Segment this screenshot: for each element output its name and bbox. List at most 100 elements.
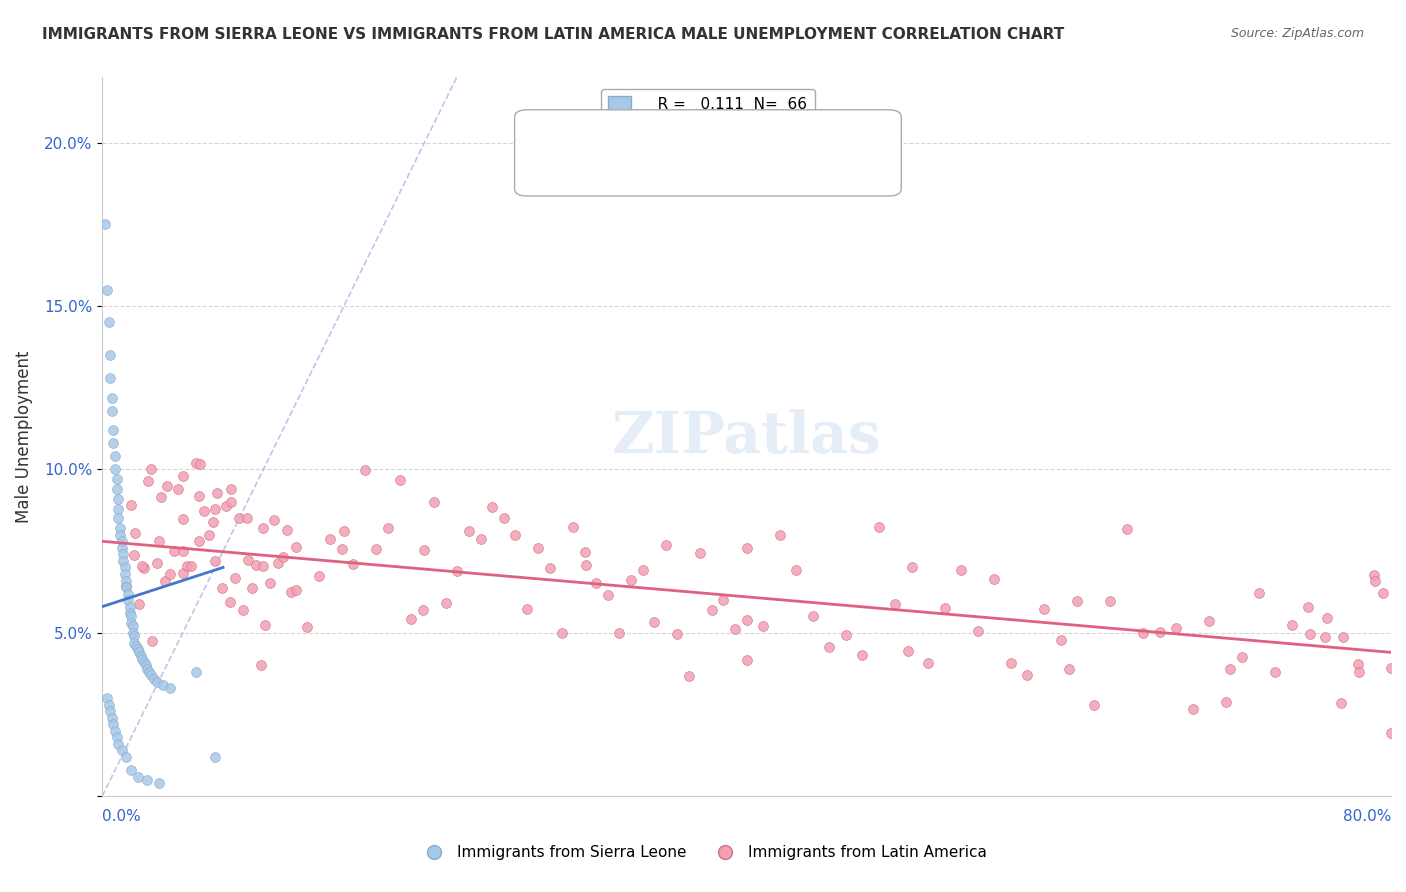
Immigrants from Sierra Leone (105, 482, 128, 496)
Text: 0.0%: 0.0% (103, 809, 141, 824)
Immigrants from Latin America (1364, 568, 1386, 582)
Immigrants from Latin America (236, 552, 259, 566)
Immigrants from Sierra Leone (114, 566, 136, 581)
Immigrants from Sierra Leone (120, 609, 142, 624)
Immigrants from Latin America (818, 640, 841, 655)
Immigrants from Latin America (412, 603, 434, 617)
Immigrants from Sierra Leone (105, 472, 128, 486)
Immigrants from Latin America (184, 456, 207, 470)
Immigrants from Latin America (609, 626, 631, 640)
Immigrants from Sierra Leone (94, 218, 117, 232)
Immigrants from Latin America (967, 624, 990, 638)
Immigrants from Sierra Leone (96, 691, 118, 706)
Immigrants from Latin America (219, 483, 242, 497)
Immigrants from Latin America (131, 559, 153, 574)
Immigrants from Latin America (1215, 695, 1237, 709)
Immigrants from Latin America (141, 633, 163, 648)
Immigrants from Sierra Leone (104, 723, 127, 738)
Immigrants from Latin America (252, 558, 274, 573)
Immigrants from Latin America (1372, 586, 1395, 600)
Immigrants from Latin America (1057, 662, 1080, 676)
Immigrants from Latin America (232, 602, 254, 616)
Y-axis label: Male Unemployment: Male Unemployment (15, 351, 32, 523)
Immigrants from Latin America (211, 582, 233, 596)
Immigrants from Latin America (735, 653, 758, 667)
Immigrants from Latin America (1313, 630, 1336, 644)
Immigrants from Latin America (193, 504, 215, 518)
Immigrants from Sierra Leone (121, 625, 143, 640)
Immigrants from Latin America (884, 597, 907, 611)
Immigrants from Latin America (150, 490, 173, 504)
Immigrants from Sierra Leone (146, 674, 169, 689)
Immigrants from Latin America (333, 524, 356, 538)
Immigrants from Latin America (1066, 594, 1088, 608)
Immigrants from Latin America (399, 612, 422, 626)
Immigrants from Latin America (631, 563, 654, 577)
Immigrants from Latin America (550, 626, 572, 640)
Immigrants from Sierra Leone (107, 501, 129, 516)
Immigrants from Latin America (132, 560, 155, 574)
Immigrants from Latin America (240, 581, 263, 595)
Immigrants from Latin America (620, 573, 643, 587)
Immigrants from Latin America (1281, 618, 1303, 632)
Immigrants from Latin America (470, 533, 492, 547)
Immigrants from Latin America (187, 489, 209, 503)
Immigrants from Sierra Leone (96, 283, 118, 297)
Immigrants from Latin America (897, 643, 920, 657)
Immigrants from Sierra Leone (127, 642, 149, 657)
Immigrants from Latin America (330, 541, 353, 556)
Immigrants from Sierra Leone (204, 750, 226, 764)
Immigrants from Sierra Leone (115, 750, 138, 764)
Immigrants from Sierra Leone (108, 521, 131, 535)
Immigrants from Latin America (562, 520, 585, 534)
Immigrants from Latin America (983, 572, 1005, 586)
Immigrants from Latin America (643, 615, 665, 629)
Immigrants from Latin America (596, 588, 619, 602)
Text: Source: ZipAtlas.com: Source: ZipAtlas.com (1230, 27, 1364, 40)
Immigrants from Latin America (413, 542, 436, 557)
Immigrants from Sierra Leone (103, 436, 125, 450)
Immigrants from Sierra Leone (117, 593, 139, 607)
Immigrants from Latin America (202, 515, 225, 529)
Immigrants from Latin America (228, 510, 250, 524)
Immigrants from Latin America (1181, 702, 1204, 716)
Immigrants from Latin America (1017, 668, 1039, 682)
Immigrants from Latin America (259, 576, 281, 591)
Immigrants from Sierra Leone (98, 348, 121, 362)
Immigrants from Sierra Leone (131, 652, 153, 666)
Immigrants from Latin America (1115, 522, 1137, 536)
Immigrants from Sierra Leone (139, 668, 162, 682)
Immigrants from Latin America (752, 619, 775, 633)
Immigrants from Sierra Leone (118, 606, 141, 620)
Immigrants from Sierra Leone (98, 704, 121, 718)
Immigrants from Latin America (136, 474, 159, 488)
Immigrants from Latin America (388, 473, 411, 487)
Legend: Immigrants from Sierra Leone, Immigrants from Latin America: Immigrants from Sierra Leone, Immigrants… (413, 839, 993, 866)
Immigrants from Latin America (950, 563, 973, 577)
Immigrants from Latin America (1232, 650, 1254, 665)
Immigrants from Latin America (700, 603, 723, 617)
Immigrants from Latin America (1364, 574, 1386, 589)
Immigrants from Latin America (1247, 586, 1270, 600)
Immigrants from Latin America (172, 566, 194, 581)
Immigrants from Latin America (1347, 665, 1369, 680)
Immigrants from Sierra Leone (110, 541, 132, 555)
Text: 80.0%: 80.0% (1343, 809, 1391, 824)
Immigrants from Sierra Leone (136, 772, 159, 787)
Immigrants from Latin America (176, 559, 198, 574)
Immigrants from Sierra Leone (103, 717, 125, 731)
Immigrants from Latin America (163, 544, 186, 558)
Immigrants from Latin America (215, 499, 238, 513)
Immigrants from Sierra Leone (101, 403, 124, 417)
Immigrants from Sierra Leone (159, 681, 181, 696)
Immigrants from Latin America (145, 556, 167, 570)
Immigrants from Sierra Leone (120, 763, 142, 777)
Immigrants from Latin America (654, 538, 676, 552)
Immigrants from Latin America (666, 627, 689, 641)
Immigrants from Latin America (207, 486, 229, 500)
Immigrants from Latin America (1331, 630, 1354, 644)
Immigrants from Latin America (366, 542, 388, 557)
Immigrants from Latin America (236, 511, 259, 525)
Immigrants from Sierra Leone (101, 711, 124, 725)
Immigrants from Latin America (1299, 627, 1322, 641)
